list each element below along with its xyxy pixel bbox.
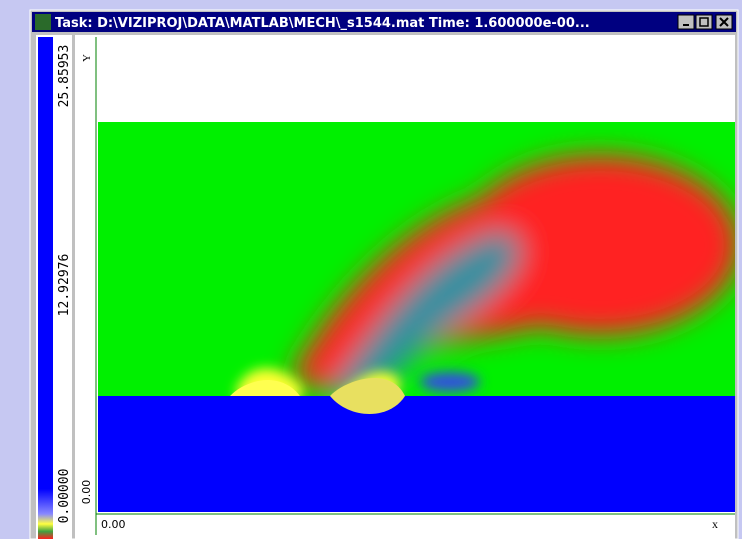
plume xyxy=(290,155,735,410)
minimize-button[interactable] xyxy=(677,14,695,30)
app-icon xyxy=(35,14,51,30)
colorbar-label: 12.92976 xyxy=(57,254,72,317)
close-icon xyxy=(719,17,729,27)
wave-crest xyxy=(230,380,300,396)
colorbar xyxy=(38,37,53,539)
x-origin-label: 0.00 xyxy=(101,518,126,531)
maximize-icon xyxy=(699,17,709,27)
y-origin-label: 0.00 xyxy=(80,480,93,505)
y-axis-label: Y xyxy=(81,54,93,62)
x-axis-label: x xyxy=(712,517,718,531)
title-bar xyxy=(32,12,736,32)
wave-crest xyxy=(330,377,405,414)
minimize-icon xyxy=(683,24,689,26)
colorbar-label: 25.85953 xyxy=(57,45,72,108)
colorbar-label: 0.00000 xyxy=(57,469,72,524)
window-buttons[interactable] xyxy=(677,14,733,30)
field-blue xyxy=(98,396,735,512)
field-image xyxy=(98,122,735,512)
window-title: Task: D:\VIZIPROJ\DATA\MATLAB\MECH\_s154… xyxy=(55,16,590,31)
maximize-button[interactable] xyxy=(695,14,713,30)
